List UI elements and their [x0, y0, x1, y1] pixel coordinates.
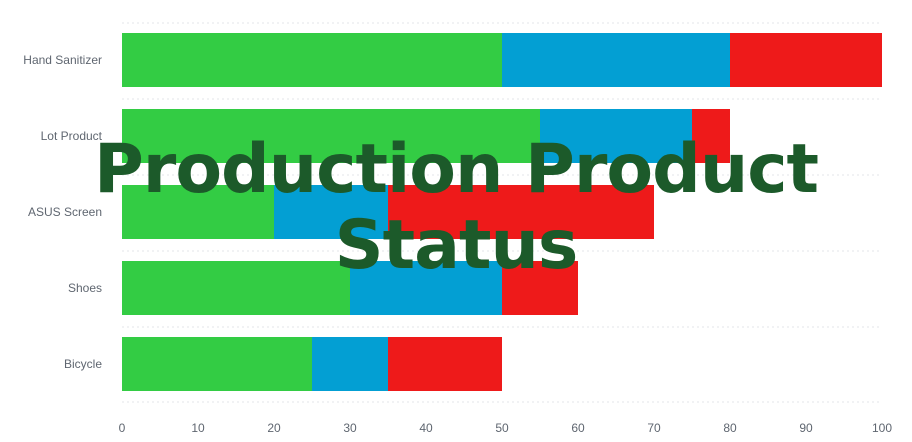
x-tick-label: 90: [799, 421, 813, 435]
x-tick-label: 0: [119, 421, 126, 435]
bar-segment-1: [122, 109, 540, 163]
overlay-title-line-1: Production Product: [93, 130, 819, 209]
x-tick-label: 20: [267, 421, 281, 435]
category-label: Lot Product: [41, 129, 103, 143]
bar-segment-3: [692, 109, 730, 163]
bars: [122, 33, 882, 391]
category-labels: Hand Sanitizer Lot Product ASUS Screen Shoe…: [23, 53, 102, 371]
x-tick-label: 70: [647, 421, 661, 435]
bar-segment-1: [122, 185, 274, 239]
x-tick-label: 40: [419, 421, 433, 435]
bar-segment-2: [350, 261, 502, 315]
x-tick-label: 50: [495, 421, 509, 435]
x-tick-label: 10: [191, 421, 205, 435]
category-label: Shoes: [68, 281, 102, 295]
bar-segment-2: [540, 109, 692, 163]
x-tick-label: 30: [343, 421, 357, 435]
bar-segment-2: [502, 33, 730, 87]
bar-segment-3: [388, 185, 654, 239]
x-tick-label: 100: [872, 421, 892, 435]
x-tick-label: 60: [571, 421, 585, 435]
bar-segment-1: [122, 261, 350, 315]
bar-segment-1: [122, 33, 502, 87]
bar-segment-3: [502, 261, 578, 315]
bar-segment-3: [730, 33, 882, 87]
bar-segment-2: [312, 337, 388, 391]
category-label: Bicycle: [64, 357, 102, 371]
x-axis-tick-labels: 0 10 20 30 40 50 60 70 80 90 100: [119, 421, 893, 435]
grid-lines: [122, 22, 882, 403]
bar-segment-1: [122, 337, 312, 391]
overlay-title-line-2: Status: [334, 206, 579, 285]
x-tick-label: 80: [723, 421, 737, 435]
category-label: ASUS Screen: [28, 205, 102, 219]
overlay-title: Production Product Status: [0, 132, 912, 284]
bar-segment-3: [388, 337, 502, 391]
category-label: Hand Sanitizer: [23, 53, 102, 67]
bar-segment-2: [274, 185, 388, 239]
